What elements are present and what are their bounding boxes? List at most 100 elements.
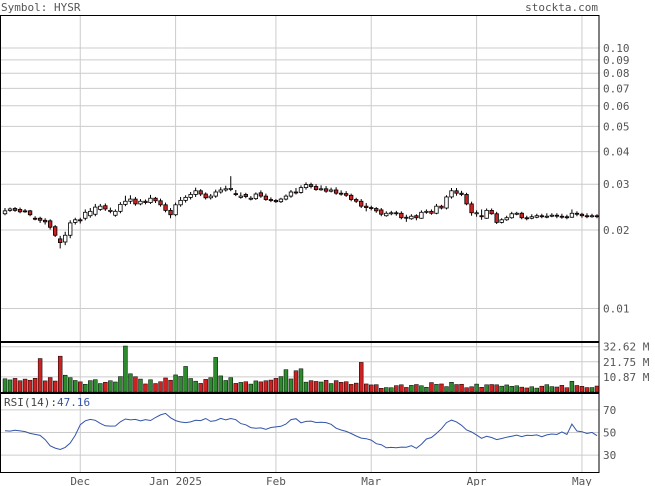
volume-bar	[133, 376, 138, 393]
candle-body	[268, 199, 274, 201]
volume-bar	[389, 387, 394, 393]
volume-bar	[233, 383, 238, 393]
volume-bar	[479, 387, 484, 393]
volume-bar	[539, 385, 545, 393]
volume-bar	[514, 385, 519, 393]
candle	[404, 214, 409, 222]
candle	[118, 202, 123, 214]
volume-bar	[328, 383, 334, 393]
volume-bar	[88, 380, 93, 393]
candle-body	[68, 222, 73, 236]
candle	[434, 203, 439, 215]
candle-body	[193, 190, 198, 195]
volume-bar	[589, 387, 595, 393]
volume-bar	[364, 383, 369, 393]
candle-body	[273, 199, 279, 203]
candle-body	[313, 186, 319, 190]
candle	[173, 202, 178, 217]
candle	[263, 193, 269, 201]
candle-body	[589, 215, 595, 218]
candle	[283, 194, 289, 201]
volume-bar	[444, 386, 449, 393]
candle	[564, 214, 570, 220]
candle	[499, 218, 504, 224]
candle	[7, 207, 13, 212]
candle	[389, 210, 394, 216]
candle	[123, 195, 128, 207]
candle-body	[178, 199, 183, 206]
rsi-tick-label: 50	[603, 427, 616, 440]
candle	[198, 189, 203, 197]
volume-bar	[333, 380, 339, 393]
volume-bar	[238, 382, 244, 393]
price-tick-label: 0.10	[603, 42, 630, 55]
volume-bar	[313, 381, 319, 393]
candle-body	[123, 200, 128, 205]
candle	[93, 203, 98, 217]
volume-bar	[108, 380, 113, 393]
candle-body	[338, 192, 344, 195]
candle-body	[374, 208, 379, 212]
candle-body	[574, 212, 580, 215]
volume-bar	[464, 387, 469, 393]
candle	[188, 191, 193, 200]
candle	[153, 196, 158, 204]
volume-bar	[544, 384, 550, 393]
candle	[529, 214, 534, 220]
candle-body	[298, 187, 304, 193]
candle	[2, 208, 8, 216]
month-gridlines	[79, 15, 583, 472]
candle	[394, 210, 399, 216]
volume-bar	[559, 385, 565, 393]
candle	[409, 214, 414, 220]
candle-body	[153, 197, 158, 202]
candle-body	[549, 214, 555, 217]
volume-bar	[263, 380, 269, 393]
candle	[549, 213, 555, 218]
volume-bar	[509, 386, 514, 393]
candle	[73, 217, 78, 225]
candle	[113, 209, 118, 217]
candle-body	[47, 220, 53, 228]
volume-tick-label: 10.87 M	[603, 371, 650, 384]
volume-bar	[449, 382, 454, 393]
volume-bar	[298, 368, 304, 393]
candle	[298, 185, 304, 194]
candle	[474, 210, 479, 217]
candle	[469, 201, 474, 216]
candle	[183, 195, 188, 203]
candle	[98, 203, 103, 211]
volume-bar	[243, 381, 249, 393]
candle-body	[494, 213, 499, 223]
candle-body	[83, 211, 88, 219]
candle-body	[203, 193, 208, 199]
candle-body	[303, 184, 309, 189]
volume-bar	[369, 384, 374, 393]
candle	[253, 192, 259, 200]
candle	[318, 185, 324, 191]
candle	[178, 196, 183, 207]
candle	[22, 208, 28, 213]
volume-bar	[343, 381, 349, 393]
volume-bar	[57, 355, 63, 393]
candle	[494, 211, 499, 224]
candle-body	[118, 203, 123, 212]
candle-body	[504, 217, 509, 221]
volume-bar	[198, 383, 203, 393]
volume-bar	[584, 387, 590, 393]
candle-body	[489, 209, 494, 215]
candle-body	[73, 219, 78, 223]
candle	[524, 215, 529, 221]
candle-body	[354, 199, 359, 202]
x-tick-label: Dec	[70, 475, 90, 486]
volume-bar	[358, 362, 364, 393]
candle-body	[283, 195, 289, 200]
candle-body	[364, 205, 369, 208]
candle-body	[198, 190, 203, 195]
candle	[424, 209, 429, 214]
price-tick-label: 0.04	[603, 146, 630, 159]
volume-bar	[163, 377, 168, 393]
volume-bar	[379, 388, 384, 393]
candle	[429, 209, 434, 215]
candle	[53, 225, 58, 238]
